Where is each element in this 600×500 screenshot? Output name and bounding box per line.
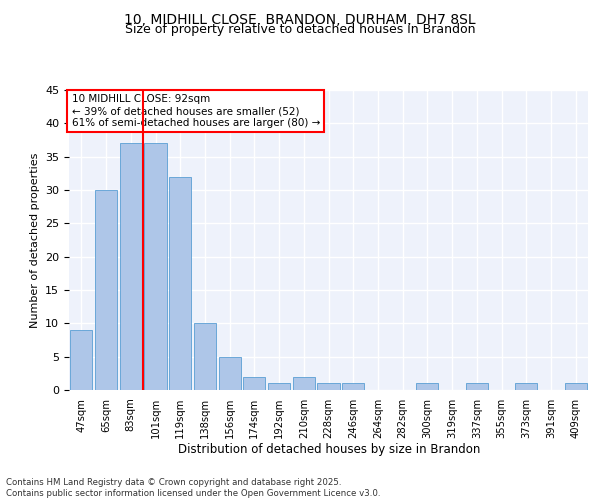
Text: Size of property relative to detached houses in Brandon: Size of property relative to detached ho… [125,22,475,36]
Bar [95,190,117,390]
Y-axis label: Number of detached properties: Number of detached properties [29,152,40,328]
Bar [169,176,191,390]
Text: Contains HM Land Registry data © Crown copyright and database right 2025.
Contai: Contains HM Land Registry data © Crown c… [6,478,380,498]
Bar [317,384,340,390]
Bar [515,384,538,390]
Text: 10, MIDHILL CLOSE, BRANDON, DURHAM, DH7 8SL: 10, MIDHILL CLOSE, BRANDON, DURHAM, DH7 … [124,12,476,26]
Bar [243,376,265,390]
Text: 10 MIDHILL CLOSE: 92sqm
← 39% of detached houses are smaller (52)
61% of semi-de: 10 MIDHILL CLOSE: 92sqm ← 39% of detache… [71,94,320,128]
Bar [218,356,241,390]
Bar [119,144,142,390]
Bar [293,376,315,390]
Bar [342,384,364,390]
Bar [565,384,587,390]
Text: Distribution of detached houses by size in Brandon: Distribution of detached houses by size … [178,442,480,456]
Bar [70,330,92,390]
Bar [145,144,167,390]
Bar [416,384,439,390]
Bar [268,384,290,390]
Bar [466,384,488,390]
Bar [194,324,216,390]
